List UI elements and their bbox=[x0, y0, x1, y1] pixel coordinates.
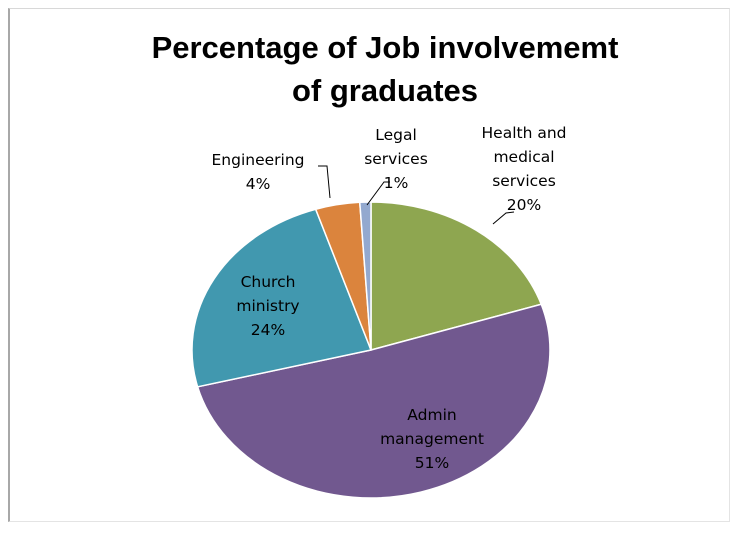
pie-slice-legal-services bbox=[358, 201, 372, 351]
leader-line-legal-services bbox=[366, 181, 390, 206]
data-label-engineering: Engineering 4% bbox=[212, 151, 305, 193]
data-label-admin-management: Admin management 51% bbox=[380, 406, 484, 472]
data-label-church-ministry: Church ministry 24% bbox=[236, 273, 299, 339]
pie-slice-admin-management bbox=[196, 303, 551, 499]
chart-title-line-2: of graduates bbox=[291, 73, 479, 108]
leader-line-health-and-medical-services bbox=[492, 211, 515, 225]
leader-line-engineering bbox=[318, 165, 331, 199]
pie-slice-health-and-medical-services bbox=[370, 201, 543, 351]
chart-title-line-1: Percentage of Job involvememt bbox=[151, 30, 619, 65]
data-label-health-and-medical-services: Health and medical services 20% bbox=[482, 124, 567, 214]
data-label-legal-services: Legal services 1% bbox=[364, 126, 428, 192]
pie-slice-church-ministry bbox=[191, 208, 373, 388]
